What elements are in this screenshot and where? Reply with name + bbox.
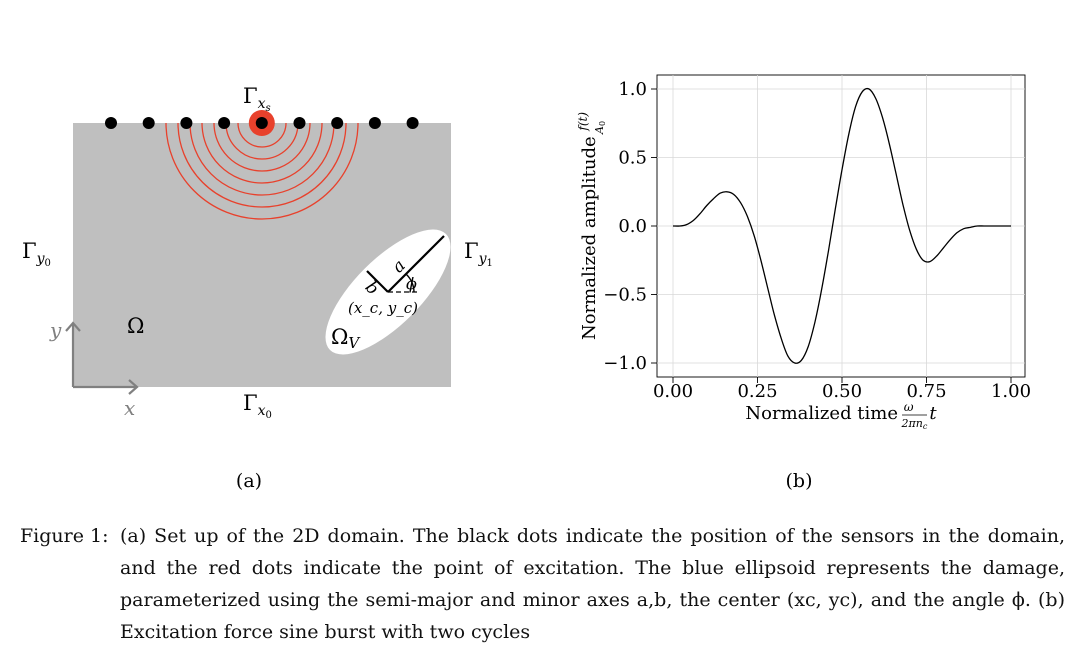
- sensor-dot: [406, 117, 419, 129]
- wave-ring: [189, 123, 335, 196]
- omega-label: Ω: [127, 314, 144, 338]
- x-tick-label: 0.00: [653, 381, 693, 402]
- sensor-dot: [218, 117, 231, 129]
- chart-xlabel: Normalized time ω 2πnct: [745, 400, 937, 431]
- sensor-dot: [180, 117, 193, 129]
- damage-ellipse-group: [325, 229, 451, 355]
- omega-v-label: ΩV: [331, 325, 361, 352]
- gamma-x0-label: Γx0: [243, 391, 272, 421]
- coordinate-axes: y x: [49, 318, 139, 420]
- x-tick-label: 0.50: [822, 381, 862, 402]
- x-tick-label: 0.75: [906, 381, 946, 402]
- x-axis-arrow-icon: [128, 379, 139, 395]
- sensor-dot: [331, 117, 344, 129]
- gamma-xs-label: Γxs: [243, 84, 271, 114]
- angle-arc: [405, 273, 415, 293]
- gamma-y0-label: Γy0: [22, 239, 51, 269]
- sensor-dot: [142, 117, 155, 129]
- panel-a-domain: y x Γxs Γx0 Γy0 Γy1 Ω ΩV a b ϕ (x_c, y_c…: [22, 84, 493, 492]
- y-tick-label: −0.5: [603, 285, 647, 306]
- wave-ring: [237, 123, 287, 148]
- x-tick-label: 0.25: [737, 381, 777, 402]
- wave-ring: [165, 123, 359, 220]
- axis-x-label: x: [124, 396, 135, 420]
- wave-ring: [225, 123, 299, 160]
- sensor-dot: [105, 117, 117, 129]
- panel-b-chart: 0.00 0.25 0.50 0.75 1.00 −1.0 −0.5 0.0 0.5 1.0 No…: [576, 74, 1031, 492]
- y-tick-label: −1.0: [603, 353, 647, 374]
- chart-ticks: 0.00 0.25 0.50 0.75 1.00 −1.0 −0.5 0.0 0.5 1.0: [603, 79, 1031, 402]
- figure-canvas: y x Γxs Γx0 Γy0 Γy1 Ω ΩV a b ϕ (x_c, y_c…: [22, 74, 1031, 492]
- sensor-dot: [255, 117, 268, 129]
- y-tick-label: 0.0: [618, 216, 647, 237]
- svg-text:Normalized amplitude f(t)A0: Normalized amplitude f(t) A0: [576, 112, 607, 340]
- wave-ring: [213, 123, 311, 172]
- y-tick-label: 1.0: [618, 79, 647, 100]
- semi-minor-axis-line: [366, 270, 389, 293]
- series-line: [672, 87, 1011, 364]
- chart-ylabel: Normalized amplitude f(t) A0: [576, 112, 607, 340]
- semi-major-axis-line: [387, 235, 445, 293]
- caption-text: (a) Set up of the 2D domain. The black d…: [120, 525, 1065, 643]
- center-label: (x_c, y_c): [348, 299, 418, 317]
- panel-a-sublabel: (a): [236, 470, 262, 492]
- gamma-y1-label: Γy1: [464, 239, 493, 269]
- sensor-dot: [293, 117, 306, 129]
- y-axis-arrow-icon: [65, 321, 81, 332]
- wave-ring: [177, 123, 347, 208]
- panel-b-sublabel: (b): [786, 470, 813, 492]
- caption-label: Figure 1:: [20, 525, 109, 547]
- chart-grid: [657, 75, 1025, 377]
- axis-y-label: y: [49, 318, 62, 342]
- sensor-row: [105, 110, 419, 136]
- angle-phi-label: ϕ: [406, 274, 417, 293]
- x-tick-label: 1.00: [991, 381, 1031, 402]
- sensor-dot: [368, 117, 381, 129]
- wave-ring: [201, 123, 323, 184]
- y-tick-label: 0.5: [618, 148, 647, 169]
